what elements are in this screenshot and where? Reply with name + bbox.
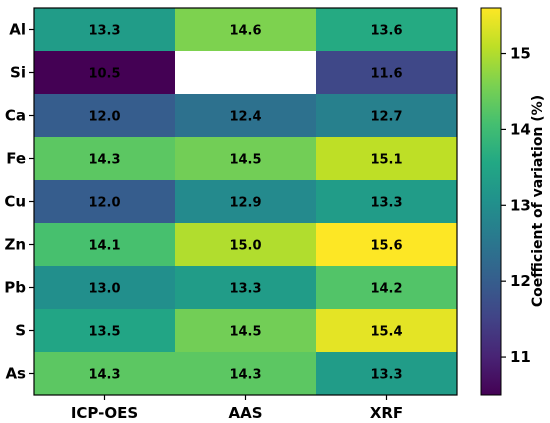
heatmap-cell-s-aas: [175, 309, 317, 353]
y-tick-label-pb: Pb: [4, 279, 26, 297]
heatmap-cell-as-aas: [175, 352, 317, 396]
colorbar-tick-label-12: 12: [510, 272, 531, 290]
colorbar-label: Coefficient of variation (%): [530, 95, 546, 307]
heatmap-cell-s-icp-oes: [34, 309, 176, 353]
y-tick-label-as: As: [5, 365, 26, 383]
heatmap-cell-al-icp-oes: [34, 8, 176, 52]
heatmap-cell-as-xrf: [316, 352, 458, 396]
cell-value-zn-icp-oes: 14.1: [88, 239, 120, 254]
x-tick-label-aas: AAS: [228, 404, 262, 422]
cell-labels: 13.3 14.6 13.6 10.5 11.6 12.0 12.4 12.7 14.3 14.5…: [88, 24, 402, 383]
cell-value-zn-xrf: 15.6: [370, 239, 402, 254]
heatmap-cell-cu-icp-oes: [34, 180, 176, 224]
heatmap-cells: [34, 8, 458, 396]
colorbar-tick-label-14: 14: [510, 120, 531, 138]
heatmap-cell-as-icp-oes: [34, 352, 176, 396]
heatmap-cell-pb-aas: [175, 266, 317, 310]
y-tick-label-zn: Zn: [4, 236, 26, 254]
heatmap-cell-al-xrf: [316, 8, 458, 52]
heatmap-cell-fe-icp-oes: [34, 137, 176, 181]
cell-value-fe-icp-oes: 14.3: [88, 153, 120, 168]
x-tick-label-icp-oes: ICP-OES: [71, 404, 138, 422]
x-tick-label-xrf: XRF: [370, 404, 403, 422]
cell-value-ca-aas: 12.4: [229, 110, 261, 125]
cell-value-as-icp-oes: 14.3: [88, 368, 120, 383]
y-tick-label-s: S: [15, 322, 26, 340]
cell-value-si-xrf: 11.6: [370, 67, 402, 82]
heatmap-cell-fe-xrf: [316, 137, 458, 181]
y-tick-label-ca: Ca: [5, 107, 26, 125]
y-axis-ticks: Al Si Ca Fe Cu Zn Pb S As: [4, 21, 34, 383]
cell-value-al-aas: 14.6: [229, 24, 261, 39]
heatmap-cell-si-icp-oes: [34, 51, 176, 95]
cell-value-s-icp-oes: 13.5: [88, 325, 120, 340]
heatmap-cell-fe-aas: [175, 137, 317, 181]
y-tick-label-al: Al: [9, 21, 26, 39]
cell-value-al-icp-oes: 13.3: [88, 24, 120, 39]
colorbar-tick-label-15: 15: [510, 45, 531, 63]
heatmap-cell-ca-xrf: [316, 94, 458, 138]
heatmap-cell-pb-icp-oes: [34, 266, 176, 310]
cell-value-pb-aas: 13.3: [229, 282, 261, 297]
cell-value-cu-icp-oes: 12.0: [88, 196, 120, 211]
heatmap-cell-si-aas: [175, 51, 317, 95]
y-tick-label-si: Si: [10, 64, 26, 82]
colorbar-gradient: [480, 7, 502, 396]
y-tick-label-fe: Fe: [6, 150, 26, 168]
cell-value-pb-xrf: 14.2: [370, 282, 402, 297]
heatmap-cell-zn-aas: [175, 223, 317, 267]
heatmap-cell-zn-xrf: [316, 223, 458, 267]
cell-value-s-aas: 14.5: [229, 325, 261, 340]
cell-value-cu-aas: 12.9: [229, 196, 261, 211]
heatmap-cell-ca-icp-oes: [34, 94, 176, 138]
colorbar: 11 12 13 14 15: [480, 7, 531, 396]
cell-value-al-xrf: 13.6: [370, 24, 402, 39]
cell-value-zn-aas: 15.0: [229, 239, 261, 254]
cell-value-cu-xrf: 13.3: [370, 196, 402, 211]
cell-value-s-xrf: 15.4: [370, 325, 402, 340]
cell-value-ca-xrf: 12.7: [370, 110, 402, 125]
cell-value-as-xrf: 13.3: [370, 368, 402, 383]
heatmap-cell-ca-aas: [175, 94, 317, 138]
heatmap-cell-cu-xrf: [316, 180, 458, 224]
x-axis-ticks: ICP-OES AAS XRF: [71, 395, 403, 422]
cell-value-as-aas: 14.3: [229, 368, 261, 383]
cell-value-ca-icp-oes: 12.0: [88, 110, 120, 125]
cell-value-fe-xrf: 15.1: [370, 153, 402, 168]
heatmap-cell-al-aas: [175, 8, 317, 52]
colorbar-tick-label-13: 13: [510, 196, 531, 214]
cell-value-si-icp-oes: 10.5: [88, 67, 120, 82]
y-tick-label-cu: Cu: [4, 193, 26, 211]
heatmap-cell-cu-aas: [175, 180, 317, 224]
heatmap-cell-pb-xrf: [316, 266, 458, 310]
cell-value-pb-icp-oes: 13.0: [88, 282, 120, 297]
heatmap-cell-zn-icp-oes: [34, 223, 176, 267]
cell-value-fe-aas: 14.5: [229, 153, 261, 168]
colorbar-tick-label-11: 11: [510, 348, 531, 366]
heatmap-cell-s-xrf: [316, 309, 458, 353]
heatmap-cell-si-xrf: [316, 51, 458, 95]
